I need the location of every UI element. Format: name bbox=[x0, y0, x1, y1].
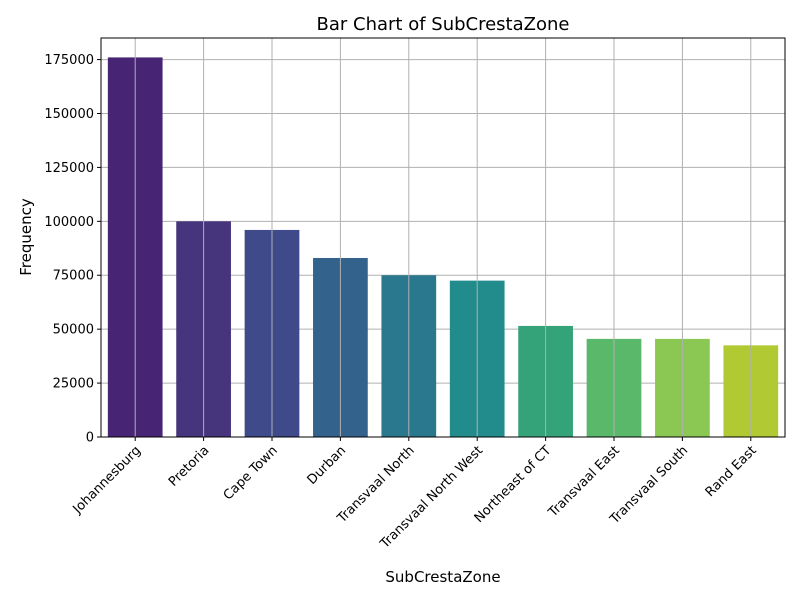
y-tick-label: 50000 bbox=[53, 323, 94, 338]
x-tick-label: Cape Town bbox=[221, 443, 281, 503]
plot-frame bbox=[100, 37, 786, 438]
x-tick-label: Rand East bbox=[703, 443, 760, 500]
y-tick-label: 100000 bbox=[44, 215, 94, 230]
y-tick-label: 0 bbox=[86, 431, 94, 446]
x-axis-label: SubCrestaZone bbox=[385, 568, 500, 586]
x-tick-label: Johannesburg bbox=[70, 443, 144, 517]
x-tick-label: Transvaal East bbox=[545, 443, 623, 521]
y-tick-label: 150000 bbox=[44, 107, 94, 122]
x-tick-label: Durban bbox=[305, 443, 350, 488]
chart-title: Bar Chart of SubCrestaZone bbox=[317, 14, 570, 35]
y-axis: 0 25000 50000 75000 100000 125000 150000 175000 bbox=[44, 53, 101, 446]
y-tick-label: 175000 bbox=[44, 53, 94, 68]
y-tick-label: 25000 bbox=[53, 377, 94, 392]
y-tick-label: 125000 bbox=[44, 161, 94, 176]
bars bbox=[107, 57, 779, 437]
x-tick-label: Pretoria bbox=[166, 443, 212, 489]
y-tick-label: 75000 bbox=[53, 269, 94, 284]
y-axis-label: Frequency bbox=[17, 198, 35, 276]
x-axis: Johannesburg Pretoria Cape Town Durban Trans… bbox=[70, 437, 760, 552]
gridlines-overlay bbox=[134, 38, 752, 437]
